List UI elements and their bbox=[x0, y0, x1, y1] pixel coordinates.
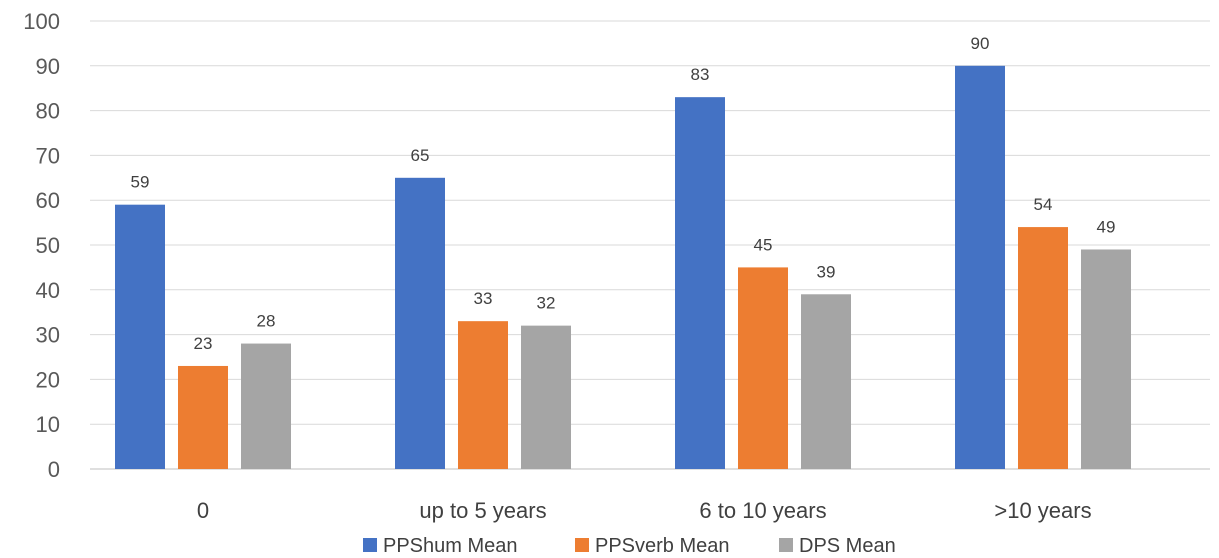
bar-ppshum-mean bbox=[955, 65, 1005, 470]
data-labels: 59 23 28 65 33 32 83 45 39 90 54 49 bbox=[131, 34, 1116, 353]
data-label: 90 bbox=[971, 34, 990, 53]
bar-ppsverb-mean bbox=[458, 321, 508, 469]
x-category-label: up to 5 years bbox=[419, 498, 546, 523]
legend-swatch bbox=[363, 538, 377, 552]
bar-ppshum-mean bbox=[395, 177, 445, 470]
y-tick-label: 30 bbox=[36, 323, 60, 348]
legend-label: PPShum Mean bbox=[383, 535, 518, 557]
bar-ppsverb-mean bbox=[738, 267, 788, 469]
bars bbox=[115, 65, 1131, 470]
bar-ppshum-mean bbox=[115, 204, 165, 469]
y-tick-label: 90 bbox=[36, 54, 60, 79]
y-tick-label: 70 bbox=[36, 143, 60, 168]
bar-ppsverb-mean bbox=[1018, 227, 1068, 469]
y-axis: 0 10 20 30 40 50 60 70 80 90 100 bbox=[23, 9, 60, 482]
bar-dps-mean bbox=[521, 325, 571, 469]
legend-label: PPSverb Mean bbox=[595, 535, 730, 557]
y-tick-label: 40 bbox=[36, 278, 60, 303]
data-label: 39 bbox=[817, 262, 836, 281]
legend-swatch bbox=[575, 538, 589, 552]
x-category-label: 6 to 10 years bbox=[699, 498, 826, 523]
bar-dps-mean bbox=[241, 343, 291, 469]
bar-ppsverb-mean bbox=[178, 365, 228, 469]
x-category-label: >10 years bbox=[994, 498, 1091, 523]
data-label: 54 bbox=[1034, 195, 1053, 214]
bar-dps-mean bbox=[1081, 249, 1131, 469]
y-tick-label: 100 bbox=[23, 9, 60, 34]
data-label: 83 bbox=[691, 65, 710, 84]
data-label: 28 bbox=[257, 312, 276, 331]
data-label: 59 bbox=[131, 173, 150, 192]
data-label: 33 bbox=[474, 289, 493, 308]
data-label: 23 bbox=[194, 334, 213, 353]
x-axis: 0 up to 5 years 6 to 10 years >10 years bbox=[197, 498, 1092, 523]
bar-dps-mean bbox=[801, 294, 851, 469]
y-tick-label: 10 bbox=[36, 412, 60, 437]
y-tick-label: 60 bbox=[36, 188, 60, 213]
bar-ppshum-mean bbox=[675, 97, 725, 469]
legend: PPShum Mean PPSverb Mean DPS Mean bbox=[363, 535, 896, 557]
y-tick-label: 80 bbox=[36, 99, 60, 124]
legend-label: DPS Mean bbox=[799, 535, 896, 557]
data-label: 32 bbox=[537, 294, 556, 313]
data-label: 49 bbox=[1097, 217, 1116, 236]
y-tick-label: 0 bbox=[48, 457, 60, 482]
x-category-label: 0 bbox=[197, 498, 209, 523]
y-tick-label: 50 bbox=[36, 233, 60, 258]
data-label: 65 bbox=[411, 146, 430, 165]
legend-swatch bbox=[779, 538, 793, 552]
data-label: 45 bbox=[754, 235, 773, 254]
y-tick-label: 20 bbox=[36, 367, 60, 392]
